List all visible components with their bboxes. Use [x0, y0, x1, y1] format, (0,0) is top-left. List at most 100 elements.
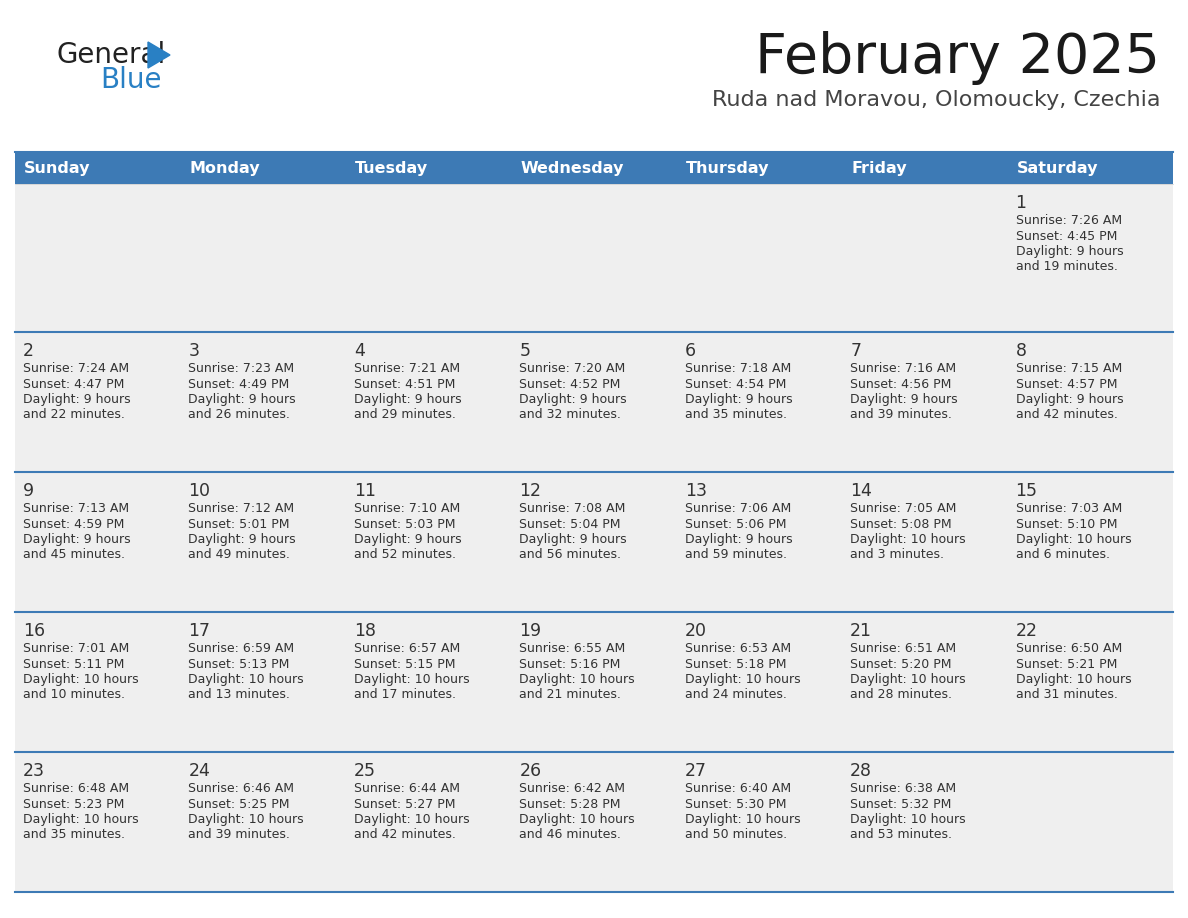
Text: Sunrise: 7:21 AM: Sunrise: 7:21 AM	[354, 362, 460, 375]
Text: and 3 minutes.: and 3 minutes.	[851, 548, 944, 562]
Text: Daylight: 9 hours: Daylight: 9 hours	[519, 393, 627, 406]
Text: Sunset: 5:28 PM: Sunset: 5:28 PM	[519, 798, 621, 811]
Text: Thursday: Thursday	[685, 161, 769, 175]
Text: Sunrise: 7:01 AM: Sunrise: 7:01 AM	[23, 642, 129, 655]
Text: 8: 8	[1016, 342, 1026, 360]
Text: Sunset: 5:10 PM: Sunset: 5:10 PM	[1016, 518, 1117, 531]
Text: Daylight: 10 hours: Daylight: 10 hours	[684, 673, 801, 686]
Text: Sunset: 5:15 PM: Sunset: 5:15 PM	[354, 657, 455, 670]
Text: and 46 minutes.: and 46 minutes.	[519, 829, 621, 842]
Text: Monday: Monday	[189, 161, 260, 175]
Text: Daylight: 10 hours: Daylight: 10 hours	[519, 813, 634, 826]
Text: Sunrise: 6:42 AM: Sunrise: 6:42 AM	[519, 782, 625, 795]
Text: Saturday: Saturday	[1017, 161, 1098, 175]
Text: Sunrise: 7:03 AM: Sunrise: 7:03 AM	[1016, 502, 1121, 515]
Text: Sunrise: 7:20 AM: Sunrise: 7:20 AM	[519, 362, 626, 375]
Text: February 2025: February 2025	[756, 31, 1159, 85]
Bar	[511, 332, 677, 472]
Text: Sunset: 4:59 PM: Sunset: 4:59 PM	[23, 518, 125, 531]
Bar	[346, 472, 511, 612]
Text: Daylight: 10 hours: Daylight: 10 hours	[23, 813, 139, 826]
Bar	[842, 472, 1007, 612]
Bar	[511, 184, 677, 332]
Text: Sunrise: 7:16 AM: Sunrise: 7:16 AM	[851, 362, 956, 375]
Bar	[842, 752, 1007, 892]
Text: Daylight: 9 hours: Daylight: 9 hours	[354, 393, 461, 406]
Text: Daylight: 9 hours: Daylight: 9 hours	[189, 393, 296, 406]
Text: 25: 25	[354, 762, 375, 780]
Text: Sunset: 4:56 PM: Sunset: 4:56 PM	[851, 377, 952, 390]
Text: 19: 19	[519, 622, 542, 640]
Text: 2: 2	[23, 342, 34, 360]
Text: Sunrise: 6:59 AM: Sunrise: 6:59 AM	[189, 642, 295, 655]
Bar	[677, 184, 842, 332]
Bar	[511, 752, 677, 892]
Text: 3: 3	[189, 342, 200, 360]
Bar	[677, 332, 842, 472]
Text: Sunset: 4:49 PM: Sunset: 4:49 PM	[189, 377, 290, 390]
Text: and 29 minutes.: and 29 minutes.	[354, 409, 456, 421]
Text: Sunrise: 6:51 AM: Sunrise: 6:51 AM	[851, 642, 956, 655]
Bar	[1007, 752, 1173, 892]
Text: Daylight: 9 hours: Daylight: 9 hours	[684, 533, 792, 546]
Bar	[181, 472, 346, 612]
Text: Daylight: 10 hours: Daylight: 10 hours	[189, 813, 304, 826]
Text: 18: 18	[354, 622, 375, 640]
Text: Daylight: 9 hours: Daylight: 9 hours	[354, 533, 461, 546]
Text: and 35 minutes.: and 35 minutes.	[23, 829, 125, 842]
Text: Sunrise: 6:48 AM: Sunrise: 6:48 AM	[23, 782, 129, 795]
Bar	[346, 752, 511, 892]
Text: and 28 minutes.: and 28 minutes.	[851, 688, 952, 701]
Text: 7: 7	[851, 342, 861, 360]
Text: Daylight: 10 hours: Daylight: 10 hours	[851, 673, 966, 686]
Text: 13: 13	[684, 482, 707, 500]
Bar	[842, 332, 1007, 472]
Text: Sunset: 5:20 PM: Sunset: 5:20 PM	[851, 657, 952, 670]
Text: Daylight: 10 hours: Daylight: 10 hours	[851, 813, 966, 826]
Bar	[842, 184, 1007, 332]
Text: Sunrise: 7:08 AM: Sunrise: 7:08 AM	[519, 502, 626, 515]
Text: Daylight: 9 hours: Daylight: 9 hours	[684, 393, 792, 406]
Text: Sunrise: 7:05 AM: Sunrise: 7:05 AM	[851, 502, 956, 515]
Bar	[346, 152, 511, 184]
Text: Daylight: 9 hours: Daylight: 9 hours	[1016, 393, 1123, 406]
Text: 1: 1	[1016, 194, 1026, 212]
Text: Sunrise: 7:18 AM: Sunrise: 7:18 AM	[684, 362, 791, 375]
Bar	[1007, 472, 1173, 612]
Text: Sunrise: 7:10 AM: Sunrise: 7:10 AM	[354, 502, 460, 515]
Text: Daylight: 9 hours: Daylight: 9 hours	[23, 393, 131, 406]
Bar	[677, 472, 842, 612]
Text: 14: 14	[851, 482, 872, 500]
Text: and 19 minutes.: and 19 minutes.	[1016, 261, 1118, 274]
Text: and 10 minutes.: and 10 minutes.	[23, 688, 125, 701]
Text: and 45 minutes.: and 45 minutes.	[23, 548, 125, 562]
Text: Sunset: 4:52 PM: Sunset: 4:52 PM	[519, 377, 620, 390]
Text: Sunset: 4:45 PM: Sunset: 4:45 PM	[1016, 230, 1117, 242]
Text: Sunrise: 7:26 AM: Sunrise: 7:26 AM	[1016, 214, 1121, 227]
Text: Sunrise: 6:53 AM: Sunrise: 6:53 AM	[684, 642, 791, 655]
Text: 6: 6	[684, 342, 696, 360]
Text: and 52 minutes.: and 52 minutes.	[354, 548, 456, 562]
Text: Sunset: 5:06 PM: Sunset: 5:06 PM	[684, 518, 786, 531]
Text: Sunrise: 6:46 AM: Sunrise: 6:46 AM	[189, 782, 295, 795]
Text: Blue: Blue	[100, 66, 162, 94]
Bar	[15, 152, 181, 184]
Text: Sunrise: 6:40 AM: Sunrise: 6:40 AM	[684, 782, 791, 795]
Bar	[511, 472, 677, 612]
Text: Sunset: 5:04 PM: Sunset: 5:04 PM	[519, 518, 621, 531]
Bar	[15, 472, 181, 612]
Text: Sunrise: 6:57 AM: Sunrise: 6:57 AM	[354, 642, 460, 655]
Text: Daylight: 9 hours: Daylight: 9 hours	[519, 533, 627, 546]
Text: Daylight: 10 hours: Daylight: 10 hours	[189, 673, 304, 686]
Text: Daylight: 10 hours: Daylight: 10 hours	[1016, 673, 1131, 686]
Text: 11: 11	[354, 482, 375, 500]
Polygon shape	[148, 42, 170, 68]
Text: 5: 5	[519, 342, 530, 360]
Text: 10: 10	[189, 482, 210, 500]
Text: 21: 21	[851, 622, 872, 640]
Text: Daylight: 9 hours: Daylight: 9 hours	[189, 533, 296, 546]
Bar	[181, 332, 346, 472]
Text: Daylight: 9 hours: Daylight: 9 hours	[1016, 245, 1123, 258]
Text: Sunset: 5:25 PM: Sunset: 5:25 PM	[189, 798, 290, 811]
Text: Sunset: 5:18 PM: Sunset: 5:18 PM	[684, 657, 786, 670]
